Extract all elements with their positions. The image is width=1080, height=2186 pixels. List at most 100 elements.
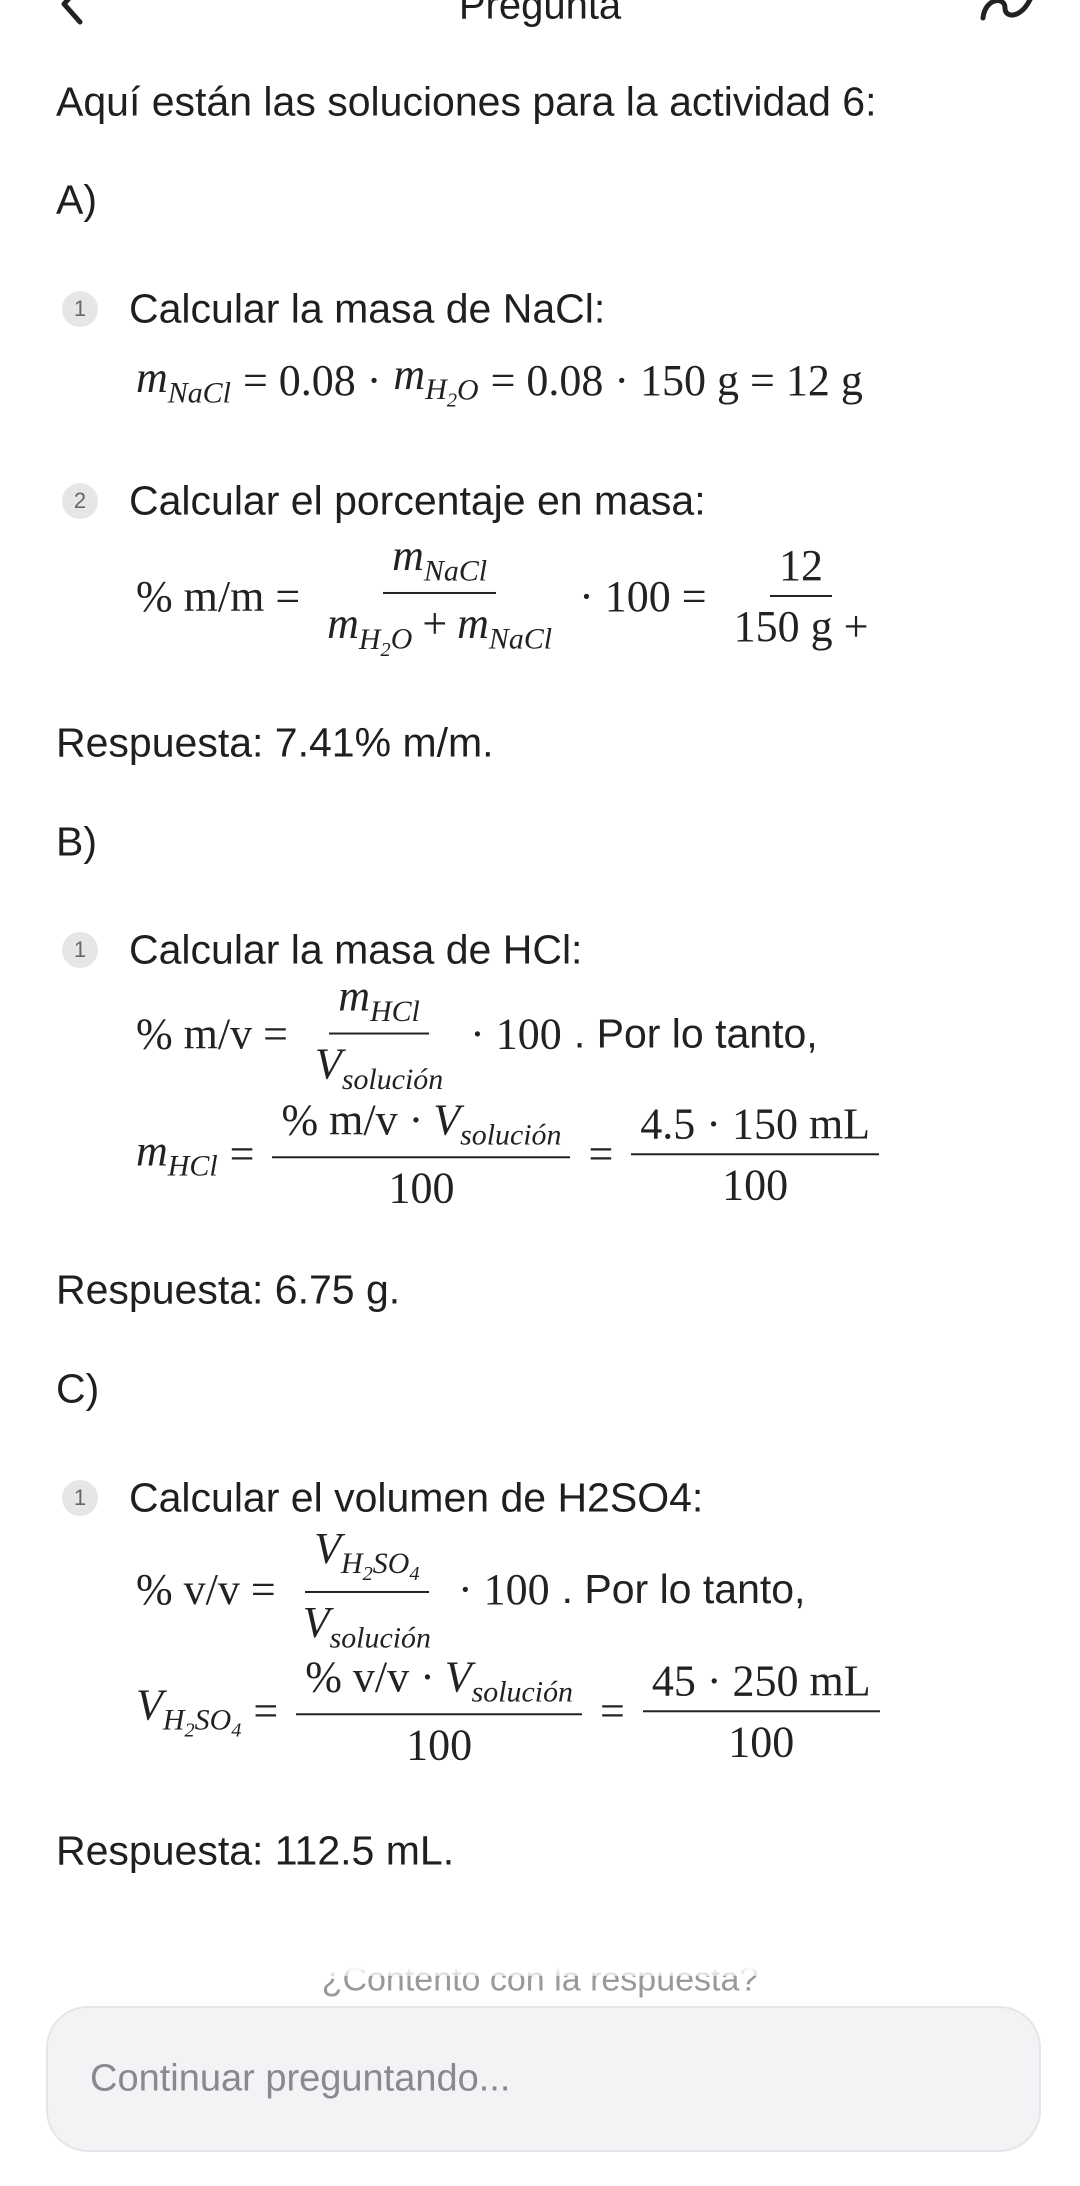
formula-text: . Por lo tanto, <box>573 1010 818 1057</box>
math-text: 4 <box>231 1719 242 1742</box>
step-number: 1 <box>62 932 98 968</box>
var-sub: solución <box>342 1063 443 1096</box>
formula: mNaCl = 0.08 · mH2O = 0.08 · 150 g = 12 g <box>136 349 1006 413</box>
math-text: % m/v = <box>136 1009 288 1059</box>
math-text: % v/v · <box>305 1652 435 1702</box>
math-text: HCl <box>370 995 420 1028</box>
fraction: 4.5 · 150 mL 100 <box>625 1098 885 1210</box>
math-text: solución <box>341 1063 444 1097</box>
math-var: mNaCl <box>457 599 552 655</box>
math-var: VH2SO4 <box>314 1523 419 1586</box>
math-text: = 0.08 · <box>242 356 382 406</box>
denominator: 100 <box>379 1159 463 1214</box>
step-text: Calcular el volumen de H2SO4: <box>129 1474 704 1521</box>
math-text: 100 <box>388 1163 455 1213</box>
math-text: O <box>390 622 413 656</box>
header-title: Pregunta <box>458 0 622 28</box>
back-button[interactable] <box>40 0 100 28</box>
math-var: mHCl <box>136 1125 218 1183</box>
var-sub: H2SO4 <box>341 1547 420 1585</box>
math-text: = <box>229 1129 255 1179</box>
math-text: 2 <box>380 639 391 662</box>
var-sub: 2 <box>447 390 457 412</box>
math-text: NaCl <box>488 622 553 656</box>
denominator: Vsolución <box>294 1593 440 1655</box>
var-sub: HCl <box>370 995 420 1028</box>
math-var: Vsolución <box>433 1095 561 1151</box>
math-var: VH2SO4 <box>136 1679 241 1743</box>
numerator: mNaCl <box>383 530 497 595</box>
fraction: mHCl Vsolución <box>300 971 458 1098</box>
math-var: mNaCl <box>136 352 231 410</box>
var-sub: 4 <box>409 1564 419 1586</box>
prompt-area: ¿Contento con la respuesta? <box>0 1930 1080 2010</box>
math-var: mHCl <box>338 972 420 1028</box>
answer-text: Respuesta: 112.5 mL. <box>56 1827 455 1874</box>
var-base: m <box>393 350 426 400</box>
var-base: V <box>433 1095 461 1145</box>
var-base: V <box>444 1652 472 1702</box>
math-var: H2 <box>359 623 391 661</box>
formula: mHCl =% m/v · Vsolución 100 = 4.5 · 150 mL 100 <box>136 1094 1006 1213</box>
math-text: 2 <box>362 1563 373 1586</box>
input-placeholder: Continuar preguntando... <box>90 2057 511 2100</box>
var-sub: solución <box>472 1676 573 1709</box>
step-text: Calcular la masa de HCl: <box>129 926 583 973</box>
numerator: 4.5 · 150 mL <box>631 1098 880 1155</box>
step-text: Calcular la masa de NaCl: <box>129 285 606 332</box>
numerator: % m/v · Vsolución <box>272 1094 571 1159</box>
math-text: = <box>600 1686 625 1736</box>
formula: % m/m = mNaCl mH2O + mNaCl · 100 = 12 150 g + <box>136 530 1006 662</box>
math-text: solución <box>329 1621 431 1655</box>
answer-text: Respuesta: 6.75 g. <box>56 1266 401 1313</box>
math-var: mH2O <box>393 349 478 413</box>
denominator: 100 <box>713 1155 797 1210</box>
var-sub: 2 <box>363 1564 373 1586</box>
math-var: Vsolución <box>303 1598 431 1654</box>
math-text: = 0.08 · 150 g = 12 g <box>490 356 863 406</box>
math-var: SO4 <box>373 1547 420 1585</box>
numerator: 12 <box>769 540 832 597</box>
math-text: 2 <box>446 389 457 412</box>
math-var: H2 <box>341 1547 373 1585</box>
fraction: % v/v · Vsolución 100 <box>290 1651 588 1770</box>
share-button[interactable] <box>975 0 1045 28</box>
math-var: H2 <box>163 1704 195 1742</box>
math-text: · 100 <box>457 1564 550 1614</box>
var-sub: 2 <box>381 639 391 661</box>
var-sub: H2O <box>359 622 413 661</box>
denominator: mH2O + mNaCl <box>318 594 561 662</box>
var-base: V <box>314 1040 342 1089</box>
math-text: NaCl <box>167 376 231 410</box>
var-base: H <box>341 1547 363 1581</box>
fraction: VH2SO4 Vsolución <box>288 1523 446 1655</box>
math-text: % v/v = <box>136 1564 276 1614</box>
math-text: HCl <box>167 1149 218 1183</box>
math-text: + <box>422 599 448 649</box>
var-sub: NaCl <box>168 376 231 409</box>
var-sub: 2 <box>185 1720 195 1742</box>
step-number: 2 <box>62 483 98 519</box>
var-base: m <box>136 1125 168 1175</box>
math-text: 100 <box>406 1720 473 1770</box>
step-text: Calcular el porcentaje en masa: <box>129 477 706 524</box>
math-text: O <box>456 373 479 407</box>
math-text: 12 <box>778 540 823 590</box>
math-text: 4 <box>409 1563 420 1586</box>
math-text: solución <box>471 1675 573 1709</box>
math-text: 2 <box>184 1719 195 1742</box>
var-base: m <box>327 599 359 649</box>
formula: VH2SO4 =% v/v · Vsolución 100 = 45 · 250 mL 10… <box>136 1651 1006 1770</box>
math-text: 100 <box>722 1160 789 1209</box>
var-sub: solución <box>330 1621 431 1654</box>
denominator: 100 <box>397 1716 481 1771</box>
input-box[interactable]: Continuar preguntando... <box>46 2006 1041 2152</box>
var-base: m <box>136 352 168 402</box>
math-text: = <box>588 1129 614 1179</box>
section-label: C) <box>56 1365 100 1412</box>
var-base: V <box>314 1523 341 1573</box>
math-var: H2 <box>425 374 457 412</box>
math-text: = <box>253 1686 279 1736</box>
var-sub: NaCl <box>424 554 487 587</box>
